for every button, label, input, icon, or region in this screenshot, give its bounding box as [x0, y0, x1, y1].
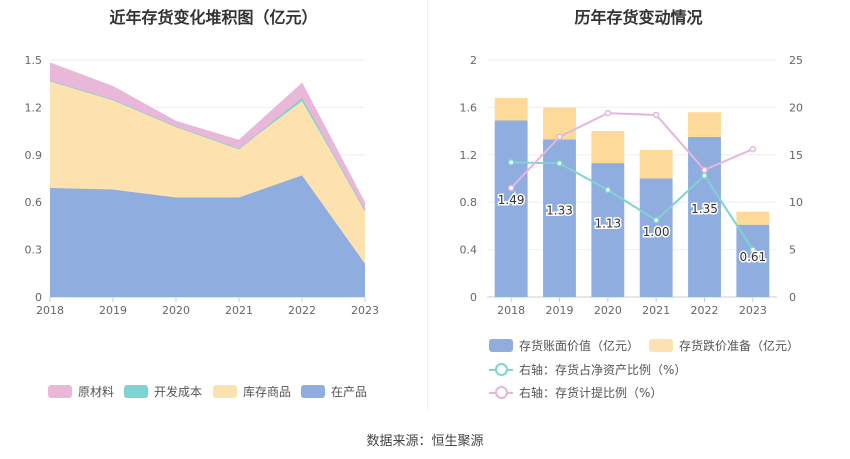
- area-series: [50, 80, 365, 264]
- legend-finished-goods[interactable]: 库存商品: [213, 383, 291, 400]
- x-tick-label: 2020: [162, 304, 190, 317]
- y-right-tick-label: 5: [789, 244, 796, 257]
- legend-swatch: [649, 339, 673, 352]
- area-series: [50, 63, 365, 211]
- line-point: [507, 159, 515, 166]
- line-point: [604, 109, 612, 117]
- line-point: [749, 145, 757, 153]
- x-tick-label: 2022: [288, 304, 316, 317]
- legend-swatch: [213, 385, 237, 398]
- legend-raw-materials[interactable]: 原材料: [48, 383, 114, 400]
- y-tick-label: 1.5: [25, 54, 43, 67]
- legend-label: 存货跌价准备（亿元）: [679, 339, 800, 353]
- bar-value-label: 0.61: [739, 250, 766, 264]
- y-right-tick-label: 10: [789, 196, 803, 209]
- x-tick-label: 2018: [36, 304, 64, 317]
- y-tick-label: 0.9: [25, 149, 43, 162]
- bar-impairment: [688, 112, 721, 138]
- data-source: 数据来源：恒生聚源: [366, 434, 484, 449]
- bar-book-value: [591, 163, 625, 297]
- right-chart-title: 历年存货变动情况: [574, 8, 703, 27]
- chart-divider: [427, 0, 428, 410]
- x-tick-label: 2023: [351, 304, 379, 317]
- bar-value-label: 1.49: [498, 193, 525, 207]
- line-point: [652, 216, 660, 224]
- y-tick-label: 0.6: [25, 196, 43, 209]
- x-tick-label: 2021: [225, 304, 253, 317]
- y-left-tick-label: 1.2: [460, 149, 478, 162]
- legend-swatch: [48, 385, 72, 398]
- y-left-tick-label: 0.8: [460, 196, 478, 209]
- legend-label: 右轴：存货占净资产比例（%）: [519, 363, 687, 377]
- stacked-area-chart: 0 0.3 0.6 0.9 1.2 1.5 2018 2019 2020 2021 2022 2023: [25, 54, 380, 317]
- y-left-tick-label: 0.4: [460, 244, 478, 257]
- line-point: [507, 184, 515, 192]
- bar-book-value: [639, 178, 673, 297]
- legend-label: 开发成本: [154, 385, 203, 399]
- y-right-tick-label: 25: [789, 54, 803, 67]
- bar-book-value: [494, 120, 528, 297]
- bar-book-value: [688, 137, 721, 297]
- legend-swatch: [489, 386, 513, 399]
- legend-swatch: [489, 363, 513, 376]
- x-tick-label: 2022: [691, 304, 719, 317]
- x-tick-label: 2021: [642, 304, 670, 317]
- bar-value-label: 1.35: [691, 202, 718, 216]
- area-series-edge: [49, 62, 366, 205]
- bar-value-label: 1.33: [546, 203, 573, 217]
- area-series: [50, 175, 365, 297]
- line-point: [604, 186, 612, 194]
- line-point: [556, 133, 563, 141]
- bar-impairment: [494, 97, 528, 121]
- legend-inventory-to-net-assets[interactable]: 右轴：存货占净资产比例（%）: [489, 361, 686, 378]
- x-tick-label: 2023: [739, 304, 767, 317]
- legend-development-cost[interactable]: 开发成本: [124, 383, 202, 400]
- y-right-tick-label: 15: [789, 149, 803, 162]
- line-series: [511, 161, 754, 251]
- x-tick-label: 2020: [594, 304, 622, 317]
- bar-book-value: [736, 224, 770, 297]
- y-tick-label: 0: [35, 291, 42, 304]
- line-point: [652, 111, 660, 119]
- bar-impairment: [639, 150, 673, 179]
- line-point: [749, 246, 757, 253]
- bar-impairment: [591, 131, 625, 164]
- legend-swatch: [124, 385, 148, 398]
- bar-value-label: 1.00: [643, 225, 670, 239]
- y-left-tick-label: 0: [470, 291, 477, 304]
- line-point: [701, 172, 708, 179]
- x-tick-label: 2018: [497, 304, 525, 317]
- y-tick-label: 1.2: [25, 101, 43, 114]
- x-tick-label: 2019: [546, 304, 574, 317]
- line-point: [556, 160, 563, 167]
- x-tick-label: 2019: [99, 304, 127, 317]
- legend-label: 库存商品: [243, 385, 292, 399]
- y-left-tick-label: 2: [470, 54, 477, 67]
- legend-swatch: [489, 339, 513, 352]
- area-series: [50, 80, 365, 211]
- legend-work-in-process[interactable]: 在产品: [301, 383, 367, 400]
- legend-label: 存货账面价值（亿元）: [519, 339, 640, 353]
- left-chart-title: 近年存货变化堆积图（亿元）: [109, 8, 318, 27]
- y-right-tick-label: 20: [789, 101, 803, 114]
- legend-swatch: [301, 385, 325, 398]
- y-tick-label: 0.3: [25, 244, 43, 257]
- legend-label: 原材料: [78, 385, 115, 399]
- line-series: [510, 112, 754, 189]
- legend-label: 右轴：存货计提比例（%）: [519, 386, 663, 400]
- y-right-tick-label: 0: [789, 291, 796, 304]
- legend-label: 在产品: [331, 385, 368, 399]
- line-point: [701, 166, 708, 174]
- legend-book-value[interactable]: 存货账面价值（亿元）: [489, 337, 639, 354]
- legend-impairment[interactable]: 存货跌价准备（亿元）: [649, 337, 799, 354]
- y-left-tick-label: 1.6: [460, 101, 478, 114]
- bar-line-chart: 00.40.81.21.6205101520251.491.331.131.00…: [460, 54, 804, 317]
- legend-provision-ratio[interactable]: 右轴：存货计提比例（%）: [489, 384, 662, 401]
- bar-impairment: [736, 211, 770, 225]
- bar-value-label: 1.13: [594, 216, 621, 230]
